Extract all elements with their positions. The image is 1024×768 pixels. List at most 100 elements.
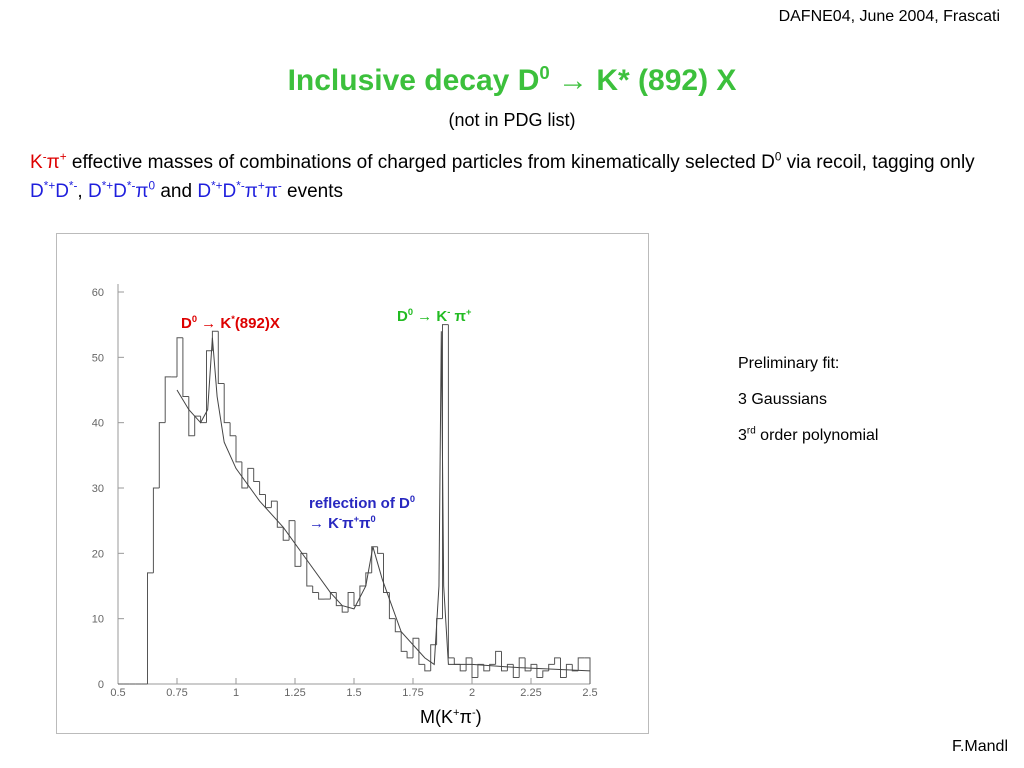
text-run: M(K [420, 707, 453, 727]
text-run: and [155, 181, 198, 202]
fit-curve [176, 331, 591, 672]
text-run: π [135, 181, 149, 202]
histogram-bin [548, 663, 555, 671]
histogram-bin [530, 663, 537, 671]
histogram-bin [506, 663, 514, 671]
superscript: 0 [409, 494, 416, 504]
superscript: + [257, 179, 265, 193]
fit-info-line: 3 Gaussians [738, 382, 878, 418]
histogram-bin [341, 605, 349, 613]
histogram-bin [442, 324, 449, 619]
histogram-bin [164, 376, 172, 423]
histogram-bin [512, 664, 520, 678]
text-run: D [397, 308, 408, 325]
superscript: - [471, 707, 476, 719]
histogram-bin [577, 657, 585, 671]
histogram-bin [554, 657, 561, 665]
histogram-bin [347, 592, 354, 613]
histogram-bin [471, 657, 478, 678]
conference: DAFNE04, June 2004, Frascati [778, 8, 1000, 25]
histogram-bin [459, 664, 467, 672]
text-run: D [222, 181, 237, 202]
histogram-bin [465, 657, 472, 671]
histogram-bin [365, 572, 372, 586]
histogram-bin [335, 592, 343, 607]
superscript: - [42, 150, 47, 164]
histogram-bin [294, 520, 301, 567]
histogram-bin [206, 350, 213, 423]
histogram-bin [147, 572, 154, 684]
histogram-bin [542, 670, 549, 678]
superscript: + [453, 707, 460, 719]
histogram-bin [247, 467, 254, 488]
text-run: D [87, 181, 102, 202]
superscript: 0 [191, 314, 198, 324]
histogram-bin [584, 657, 591, 684]
y-tick-label: 60 [92, 287, 104, 299]
superscript: - [277, 179, 282, 193]
histogram-bin [371, 546, 378, 573]
histogram-bin [265, 494, 272, 509]
x-tick-label: 1 [233, 687, 239, 699]
fit-info-line: 3rd order polynomial [738, 418, 878, 454]
superscript: 0 [407, 307, 414, 317]
y-tick-label: 50 [92, 352, 104, 364]
text-run: (892)X [234, 315, 280, 332]
text-run: π [244, 181, 258, 202]
histogram-bin [176, 337, 183, 377]
histogram-bin [276, 501, 284, 528]
x-tick-label: 2 [469, 687, 475, 699]
text-run: D [30, 181, 44, 202]
superscript: + [353, 514, 360, 524]
x-tick-label: 2.5 [582, 687, 597, 699]
superscript: rd [746, 425, 756, 437]
author: F.Mandl [951, 738, 1008, 755]
histogram-bin [571, 664, 579, 672]
histogram-bin [217, 331, 225, 384]
histogram-bin [477, 663, 484, 678]
annotation: reflection of D0 → K-π+π0 [309, 494, 429, 534]
description: K-π+ effective masses of combinations of… [30, 148, 980, 206]
histogram-bin [241, 461, 248, 489]
superscript: - [339, 514, 343, 524]
histogram-bin [447, 324, 455, 659]
text-run: π [46, 152, 60, 173]
text-run: D [181, 315, 192, 332]
text-run: 3 Gaussians [738, 391, 827, 408]
histogram-bin [282, 527, 290, 541]
histogram-bin [489, 663, 496, 671]
text-run: π [450, 308, 466, 325]
histogram-bin [312, 586, 319, 594]
superscript: *- [68, 179, 78, 193]
text-run: ) [475, 707, 482, 727]
chart-frame [56, 233, 649, 734]
superscript: *+ [211, 179, 223, 193]
histogram-bin [259, 481, 266, 496]
histogram-bin [536, 664, 543, 678]
x-tick-label: 0.75 [166, 687, 187, 699]
text-run: D [197, 181, 212, 202]
superscript: + [465, 307, 472, 317]
text-run: reflection of D [309, 495, 410, 512]
x-tick-label: 1.25 [284, 687, 305, 699]
superscript: 0 [774, 150, 782, 164]
superscript: 0 [539, 62, 550, 83]
y-tick-label: 40 [92, 418, 104, 430]
text-run: via recoil, tagging only [781, 152, 975, 173]
histogram-bin [229, 422, 236, 437]
x-tick-label: 1.5 [346, 687, 361, 699]
superscript: + [59, 150, 67, 164]
histogram-bin [565, 663, 573, 678]
histogram-bin [436, 618, 443, 645]
text-run: → K [197, 315, 232, 332]
text-run: π [359, 515, 371, 532]
text-run: π [459, 707, 472, 727]
superscript: * [231, 314, 235, 324]
histogram-bin [158, 422, 166, 488]
text-run: , [77, 181, 88, 202]
text-run: D [113, 181, 127, 202]
superscript: *+ [43, 179, 56, 193]
histogram-bin [453, 657, 461, 665]
